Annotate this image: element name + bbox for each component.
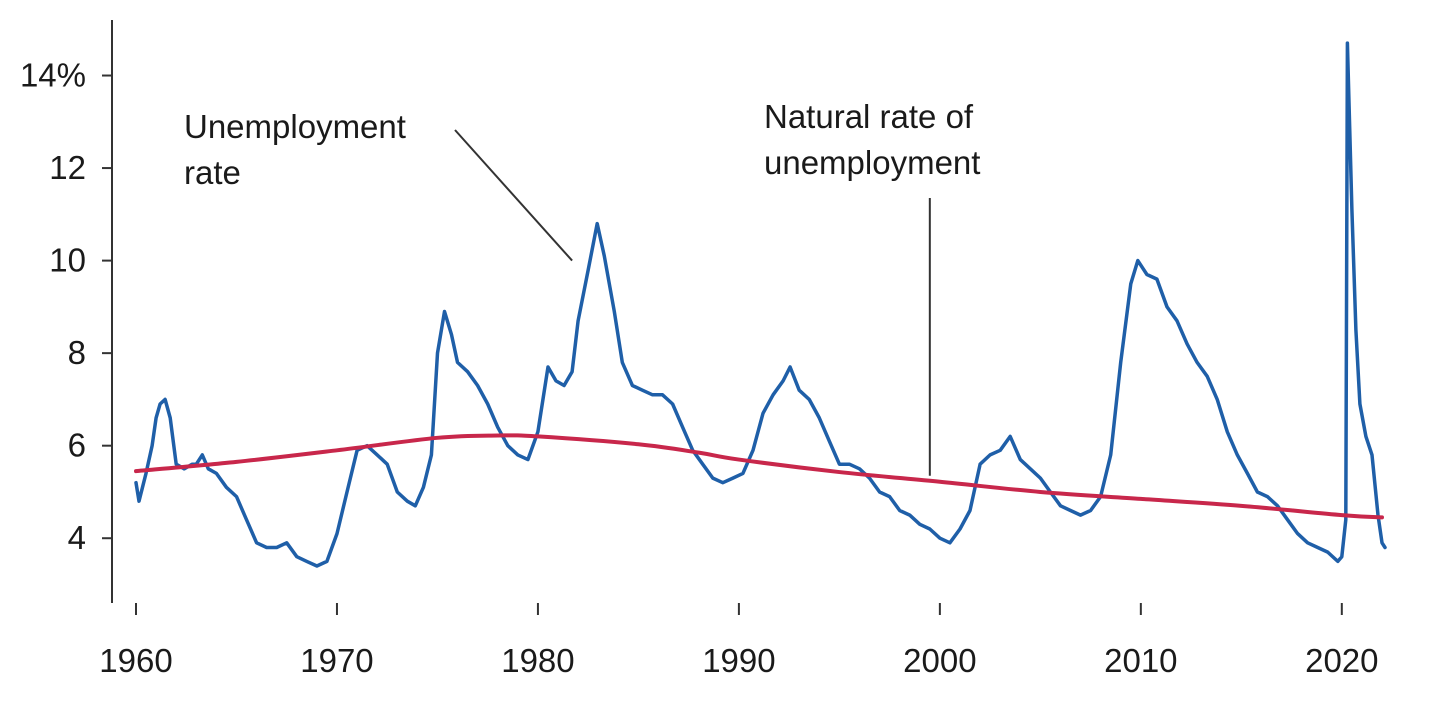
- annotation-label: unemployment: [764, 144, 980, 181]
- natural-rate-line: [134, 433, 1384, 520]
- x-tick-label: 2000: [903, 642, 976, 679]
- x-tick-label: 2020: [1305, 642, 1378, 679]
- annotation-natural-rate: Natural rate of unemployment: [764, 98, 980, 476]
- y-tick-label: 8: [68, 334, 86, 371]
- x-axis-ticks: 1960 1970 1980 1990 2000 2010 2020: [99, 603, 1379, 679]
- y-tick-label: 12: [49, 149, 86, 186]
- series-layer: [134, 41, 1387, 568]
- annotation-label: rate: [184, 154, 241, 191]
- y-tick-label: 10: [49, 242, 86, 279]
- x-tick-label: 1970: [300, 642, 373, 679]
- annotation-leader-line: [454, 129, 573, 262]
- x-tick-label: 1980: [501, 642, 574, 679]
- annotation-unemployment-rate: Unemployment rate: [184, 108, 573, 262]
- y-axis-ticks: 4 6 8 10 12 14%: [20, 57, 112, 556]
- x-tick-label: 1990: [702, 642, 775, 679]
- y-tick-label: 6: [68, 427, 86, 464]
- annotation-label: Natural rate of: [764, 98, 974, 135]
- y-tick-label: 4: [68, 519, 86, 556]
- y-tick-label: 14%: [20, 57, 86, 94]
- annotation-label: Unemployment: [184, 108, 406, 145]
- annotation-layer: Unemployment rate Natural rate of unemploym…: [184, 98, 980, 476]
- x-tick-label: 2010: [1104, 642, 1177, 679]
- x-tick-label: 1960: [99, 642, 172, 679]
